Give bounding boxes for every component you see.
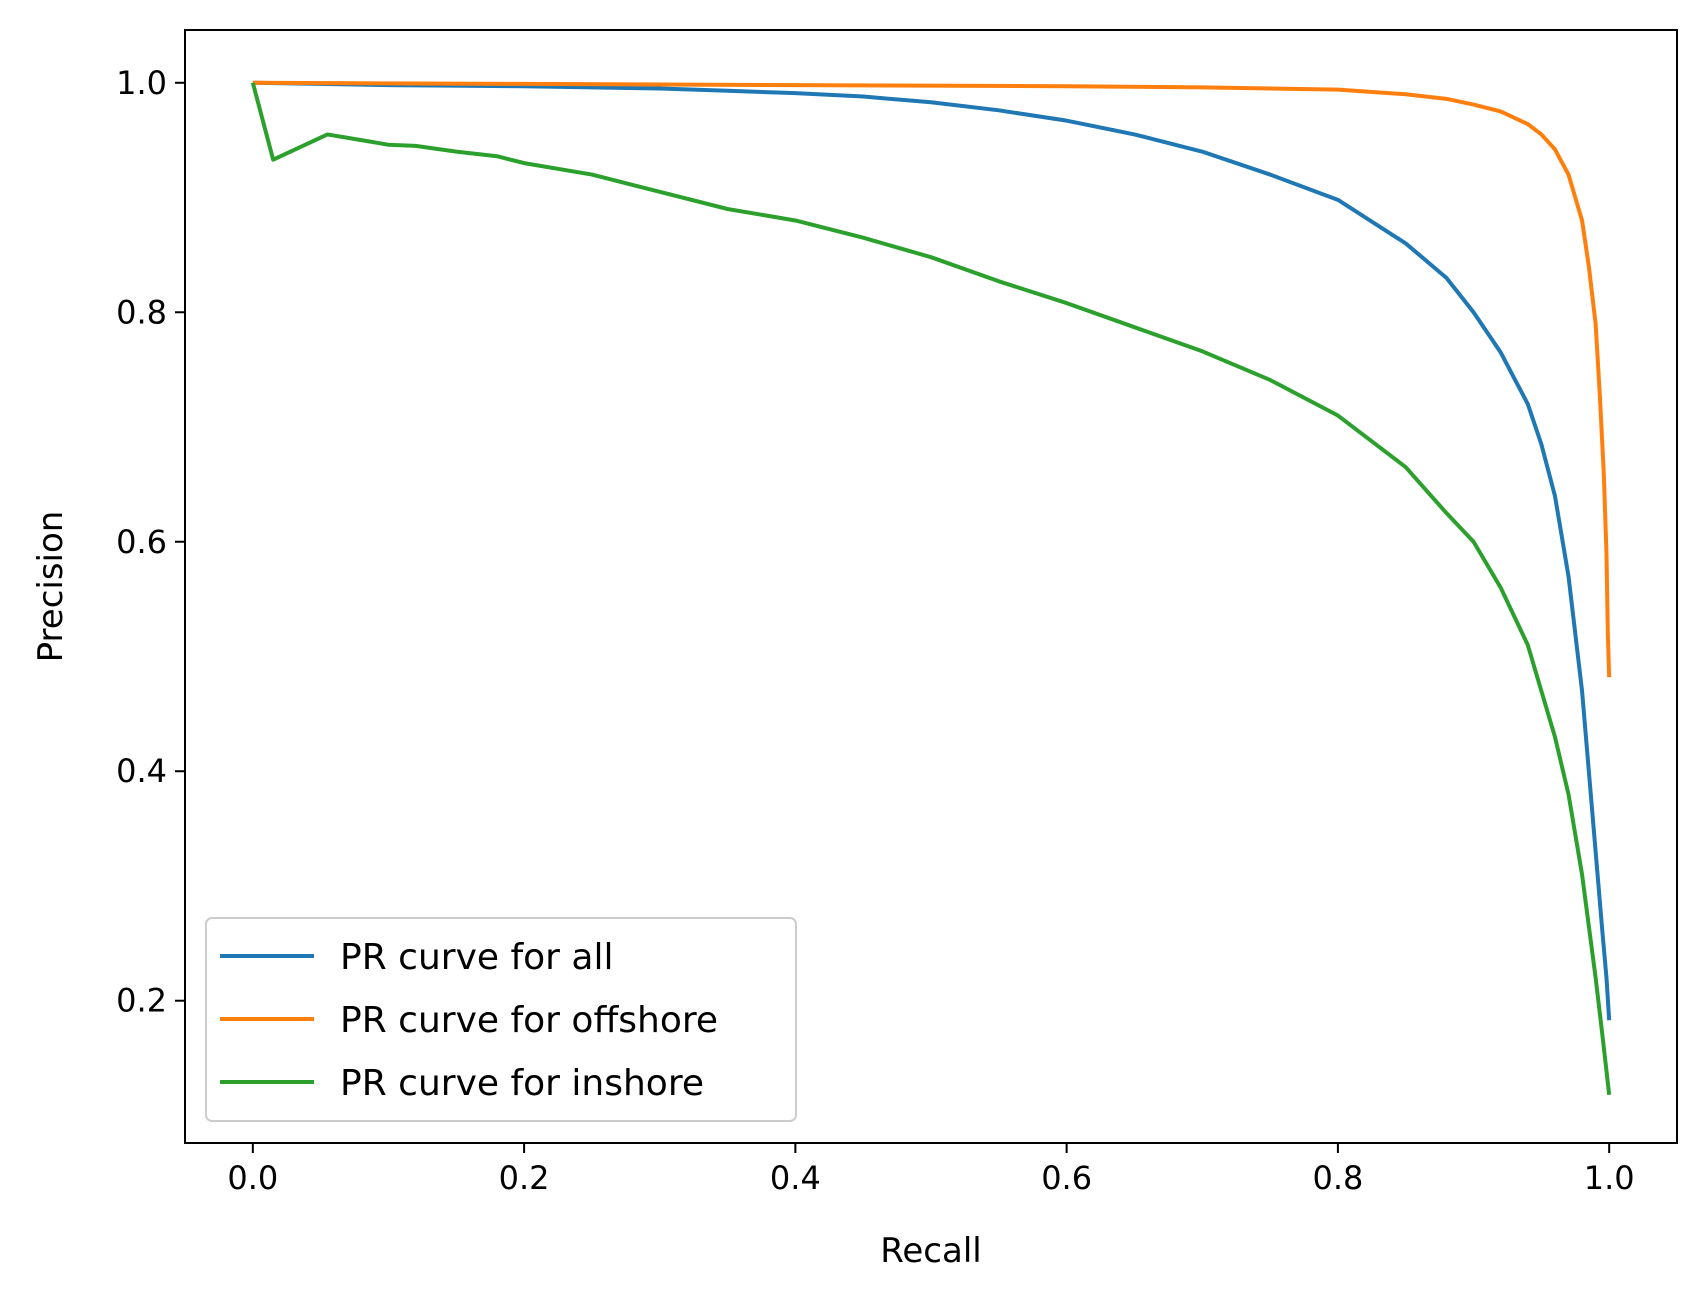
legend-label: PR curve for offshore <box>340 1000 718 1041</box>
y-tick-label: 0.6 <box>116 523 167 561</box>
x-tick-label: 0.2 <box>499 1159 550 1197</box>
series-line-2 <box>252 80 1612 678</box>
legend: PR curve for all PR curve for offshore PR … <box>205 917 797 1122</box>
x-tick-label: 0.4 <box>770 1159 821 1197</box>
y-tick-label: 0.8 <box>116 293 167 331</box>
y-tick-label: 1.0 <box>116 64 167 102</box>
y-axis-title: Precision <box>31 511 71 663</box>
y-axis-ticks: 0.2 0.4 0.6 0.8 1.0 <box>116 64 185 1020</box>
x-tick-label: 0.6 <box>1041 1159 1092 1197</box>
axes-frame <box>184 29 1678 1144</box>
x-tick-label: 0.0 <box>227 1159 278 1197</box>
y-tick-label: 0.4 <box>116 752 167 790</box>
x-axis-title: Recall <box>880 1231 981 1271</box>
series-lines <box>250 80 1612 1096</box>
legend-label: PR curve for all <box>340 937 613 978</box>
legend-label: PR curve for inshore <box>340 1063 704 1104</box>
x-tick-label: 1.0 <box>1584 1159 1635 1197</box>
x-axis-ticks: 0.0 0.2 0.4 0.6 0.8 1.0 <box>227 1143 1635 1197</box>
y-tick-label: 0.2 <box>116 982 167 1020</box>
legend-box <box>205 917 797 1122</box>
series-line-1 <box>252 80 1612 1021</box>
x-tick-label: 0.8 <box>1312 1159 1363 1197</box>
series-line-3 <box>250 82 1612 1096</box>
